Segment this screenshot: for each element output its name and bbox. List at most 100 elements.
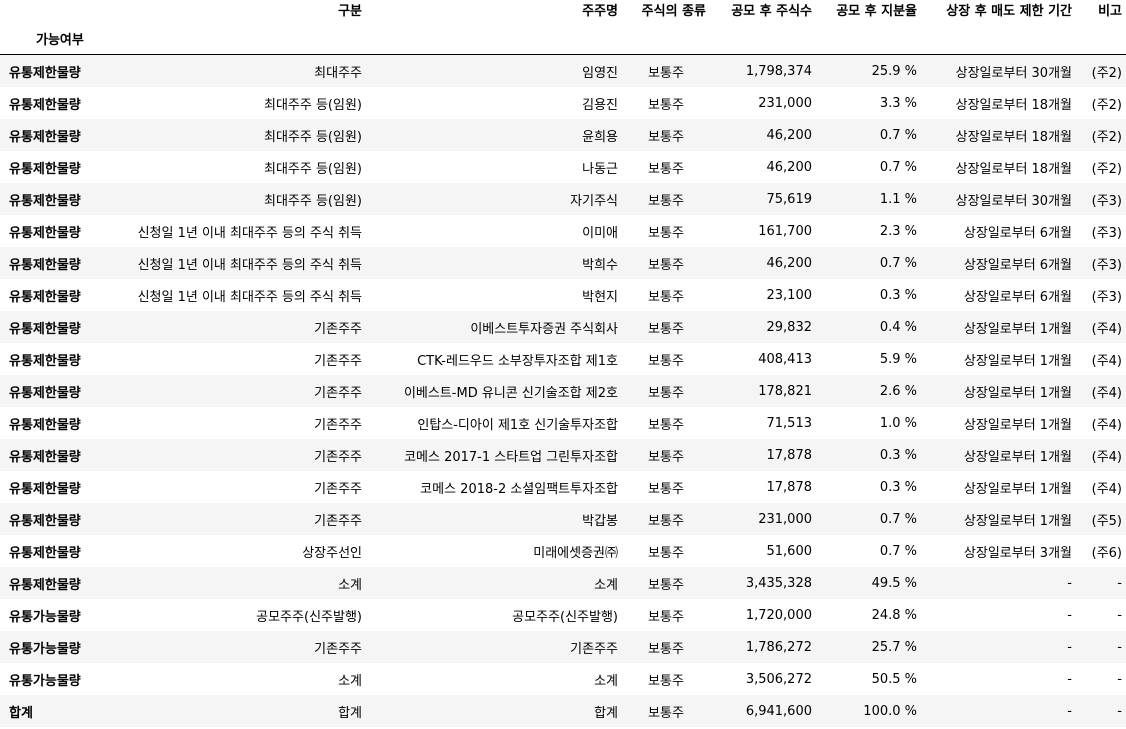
cell-stock-type: 보통주: [648, 161, 684, 177]
table-body: 유통제한물량 최대주주 임영진 보통주 1,798,374 25.9 % 상장일로부터 30…: [0, 54, 1126, 727]
table-row: 유통제한물량 기존주주 코메스 2017-1 스타트업 그린투자조합 보통주 17,87…: [0, 439, 1126, 471]
cell-stock-type: 보통주: [648, 673, 684, 689]
cell-availability: 유통제한물량: [9, 289, 81, 305]
cell-note: (주4): [1091, 481, 1122, 497]
cell-shares: 1,720,000: [745, 607, 812, 623]
cell-lockup: 상장일로부터 1개월: [963, 513, 1072, 529]
table-row: 유통제한물량 최대주주 등(임원) 나동근 보통주 46,200 0.7 % 상장일로부터 …: [0, 151, 1126, 183]
table-row: 유통제한물량 기존주주 인탑스-디아이 제1호 신기술투자조합 보통주 71,513 1.…: [0, 407, 1126, 439]
header-shares: 공모 후 주식수: [731, 4, 812, 19]
cell-shares: 178,821: [758, 383, 812, 399]
cell-stock-type: 보통주: [648, 321, 684, 337]
cell-lockup: 상장일로부터 1개월: [963, 321, 1072, 337]
cell-shares: 46,200: [766, 159, 813, 175]
cell-shares: 46,200: [766, 255, 813, 271]
table-row: 유통가능물량 기존주주 기존주주 보통주 1,786,272 25.7 % - -: [0, 631, 1126, 663]
cell-note: -: [1117, 607, 1122, 623]
cell-ratio: 100.0 %: [863, 703, 917, 719]
cell-group: 최대주주 등(임원): [264, 193, 362, 209]
header-row: 구분 주주명 주식의 종류 공모 후 주식수 공모 후 지분율 상장 후 매도 …: [0, 0, 1126, 22]
table-row: 유통제한물량 최대주주 등(임원) 김용진 보통주 231,000 3.3 % 상장일로부터…: [0, 87, 1126, 119]
cell-holder: 박현지: [582, 289, 618, 305]
cell-lockup: 상장일로부터 1개월: [963, 481, 1072, 497]
cell-ratio: 2.3 %: [879, 223, 917, 239]
table-row: 유통제한물량 상장주선인 미래에셋증권㈜ 보통주 51,600 0.7 % 상장일로부터 3…: [0, 535, 1126, 567]
cell-lockup: 상장일로부터 1개월: [963, 417, 1072, 433]
table-row: 유통제한물량 기존주주 코메스 2018-2 소셜임팩트투자조합 보통주 17,878 0…: [0, 471, 1126, 503]
cell-lockup: 상장일로부터 6개월: [963, 225, 1072, 241]
cell-note: (주6): [1091, 545, 1122, 561]
cell-holder: 미래에셋증권㈜: [533, 545, 618, 561]
cell-availability: 유통제한물량: [9, 161, 81, 177]
index-name: 가능여부: [0, 22, 1126, 55]
cell-availability: 유통제한물량: [9, 321, 81, 337]
table-row: 유통제한물량 최대주주 임영진 보통주 1,798,374 25.9 % 상장일로부터 30…: [0, 54, 1126, 87]
cell-note: -: [1117, 703, 1122, 719]
cell-stock-type: 보통주: [648, 129, 684, 145]
cell-availability: 유통제한물량: [9, 65, 81, 81]
table-row: 유통가능물량 공모주주(신주발행) 공모주주(신주발행) 보통주 1,720,000 24…: [0, 599, 1126, 631]
cell-shares: 23,100: [766, 287, 813, 303]
cell-stock-type: 보통주: [648, 449, 684, 465]
cell-shares: 231,000: [758, 511, 812, 527]
cell-ratio: 0.7 %: [879, 511, 917, 527]
cell-note: (주4): [1091, 385, 1122, 401]
cell-shares: 231,000: [758, 95, 812, 111]
cell-group: 기존주주: [314, 385, 362, 401]
table-row: 유통제한물량 기존주주 CTK-레드우드 소부장투자조합 제1호 보통주 408,413…: [0, 343, 1126, 375]
cell-group: 합계: [338, 705, 362, 721]
header-stock-type: 주식의 종류: [641, 4, 706, 19]
table-row: 유통제한물량 최대주주 등(임원) 윤희용 보통주 46,200 0.7 % 상장일로부터 …: [0, 119, 1126, 151]
cell-group: 기존주주: [314, 321, 362, 337]
header-group: 구분: [338, 4, 362, 19]
table-row: 유통제한물량 소계 소계 보통주 3,435,328 49.5 % - -: [0, 567, 1126, 599]
cell-holder: 김용진: [582, 97, 618, 113]
cell-note: (주2): [1091, 161, 1122, 177]
cell-stock-type: 보통주: [648, 385, 684, 401]
cell-ratio: 49.5 %: [871, 575, 917, 591]
cell-group: 신청일 1년 이내 최대주주 등의 주식 취득: [137, 257, 362, 273]
cell-group: 상장주선인: [302, 545, 362, 561]
cell-holder: 이미애: [582, 225, 618, 241]
header-blank: [0, 0, 100, 22]
cell-ratio: 25.9 %: [871, 63, 917, 79]
cell-stock-type: 보통주: [648, 481, 684, 497]
cell-note: (주3): [1091, 289, 1122, 305]
cell-holder: 합계: [594, 705, 618, 721]
table-row: 유통가능물량 소계 소계 보통주 3,506,272 50.5 % - -: [0, 663, 1126, 695]
cell-availability: 유통제한물량: [9, 353, 81, 369]
cell-group: 기존주주: [314, 417, 362, 433]
cell-availability: 유통제한물량: [9, 97, 81, 113]
cell-stock-type: 보통주: [648, 609, 684, 625]
cell-note: (주3): [1091, 225, 1122, 241]
cell-lockup: -: [1067, 575, 1072, 591]
cell-availability: 유통제한물량: [9, 449, 81, 465]
cell-ratio: 0.3 %: [879, 287, 917, 303]
cell-group: 소계: [338, 673, 362, 689]
cell-holder: 이베스트-MD 유니콘 신기술조합 제2호: [403, 385, 618, 401]
cell-stock-type: 보통주: [648, 641, 684, 657]
cell-availability: 유통가능물량: [9, 641, 81, 657]
cell-shares: 3,506,272: [745, 671, 812, 687]
cell-stock-type: 보통주: [648, 513, 684, 529]
cell-holder: 기존주주: [570, 641, 618, 657]
cell-stock-type: 보통주: [648, 193, 684, 209]
cell-holder: 코메스 2017-1 스타트업 그린투자조합: [404, 449, 618, 465]
cell-group: 소계: [338, 577, 362, 593]
cell-shares: 71,513: [766, 415, 813, 431]
table-row: 유통제한물량 기존주주 박갑봉 보통주 231,000 0.7 % 상장일로부터 1개월 (주…: [0, 503, 1126, 535]
cell-holder: 나동근: [582, 161, 618, 177]
cell-shares: 51,600: [766, 543, 813, 559]
cell-stock-type: 보통주: [648, 97, 684, 113]
cell-shares: 17,878: [766, 479, 813, 495]
cell-lockup: 상장일로부터 18개월: [955, 129, 1072, 145]
cell-ratio: 25.7 %: [871, 639, 917, 655]
table-row: 유통제한물량 기존주주 이베스트투자증권 주식회사 보통주 29,832 0.4 % 상장일…: [0, 311, 1126, 343]
cell-group: 기존주주: [314, 353, 362, 369]
cell-group: 최대주주 등(임원): [264, 161, 362, 177]
cell-stock-type: 보통주: [648, 353, 684, 369]
cell-shares: 6,941,600: [745, 703, 812, 719]
cell-ratio: 0.3 %: [879, 447, 917, 463]
cell-note: (주4): [1091, 417, 1122, 433]
cell-ratio: 1.1 %: [879, 191, 917, 207]
